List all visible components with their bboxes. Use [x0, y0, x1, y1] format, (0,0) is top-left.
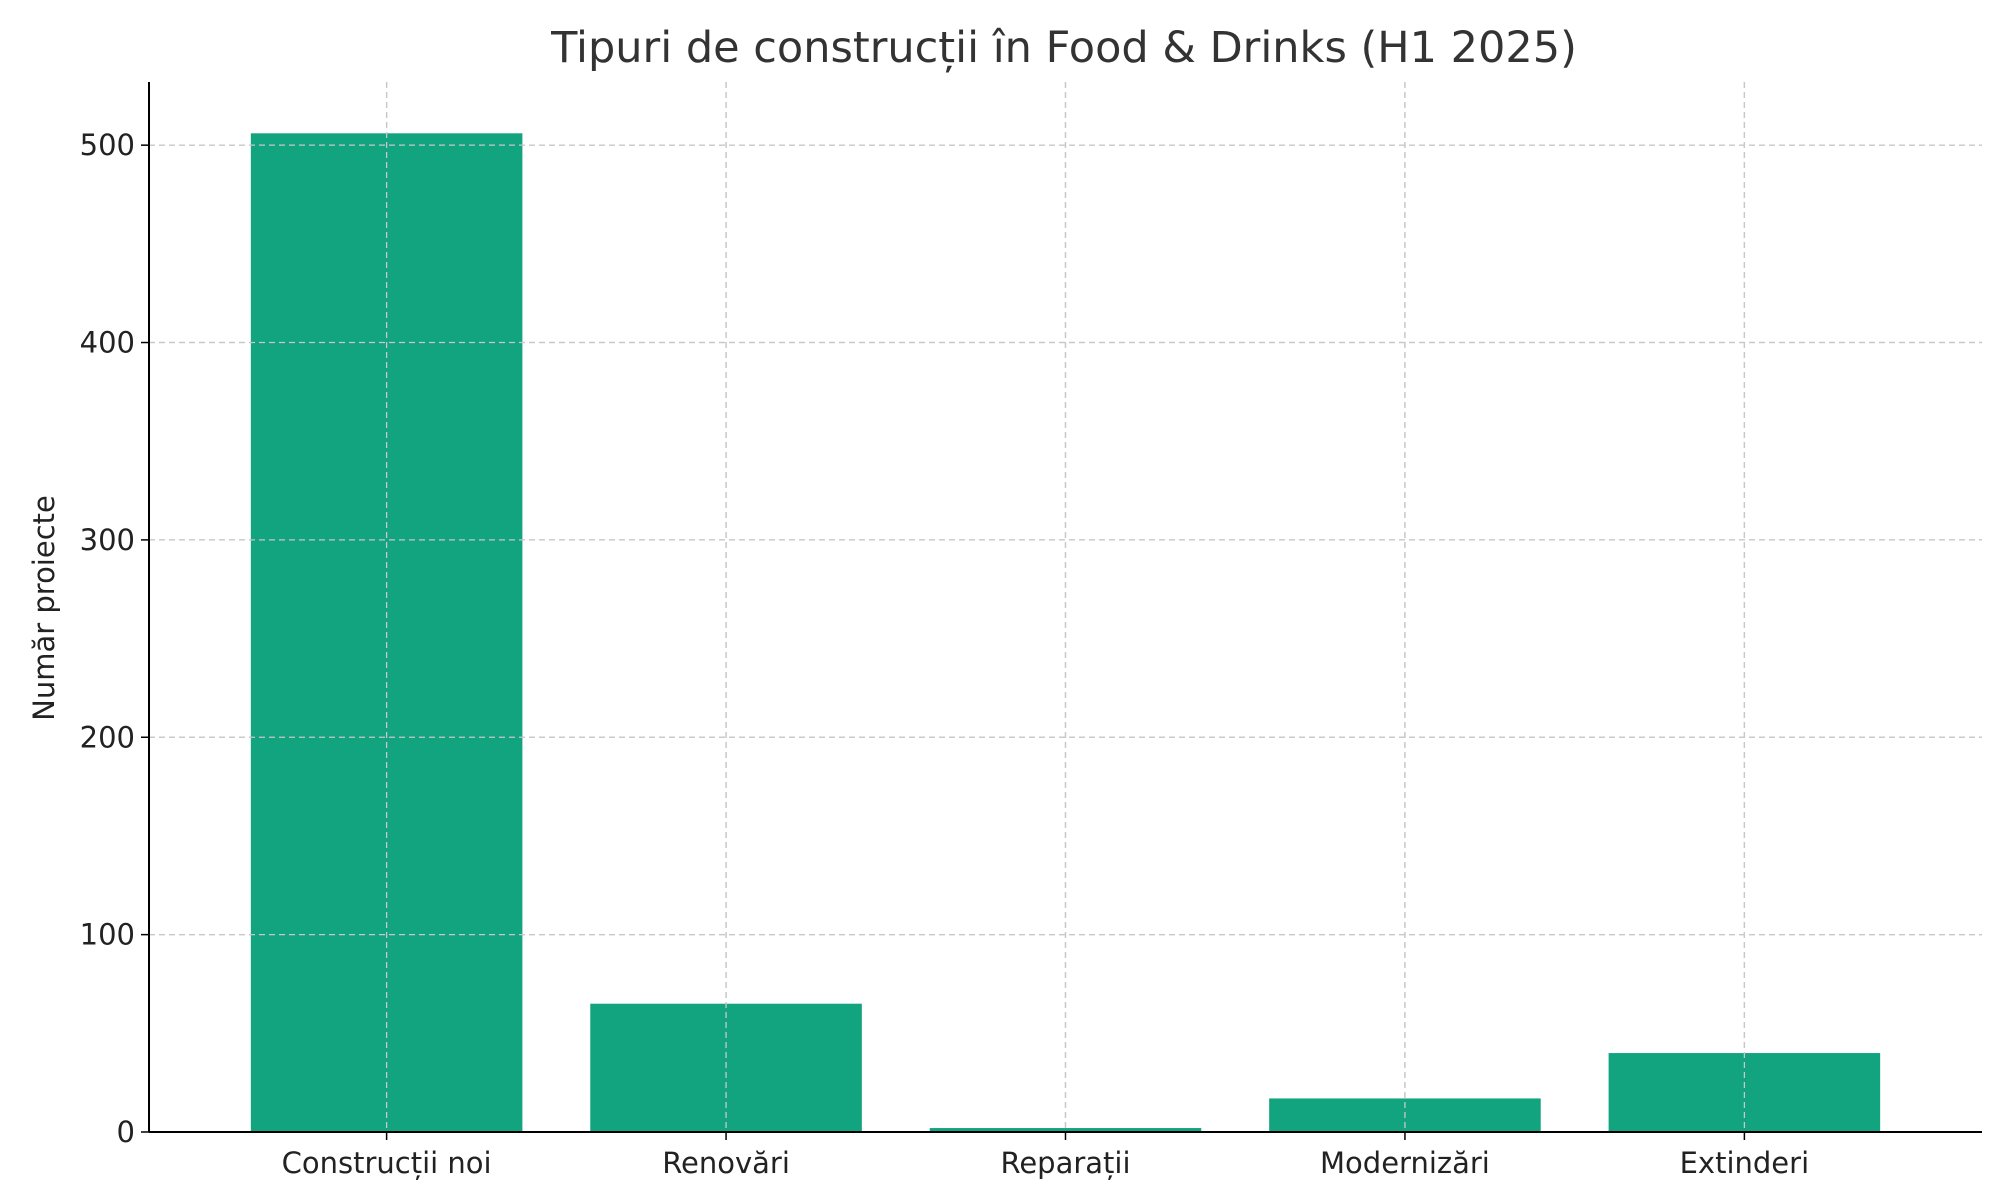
x-tick-label: Modernizări	[1320, 1146, 1490, 1180]
chart-title: Tipuri de construcții în Food & Drinks (…	[550, 23, 1577, 73]
x-ticks: Construcții noi Renovări Reparații Moderniz…	[282, 1132, 1810, 1180]
y-tick-label: 400	[80, 326, 135, 360]
x-tick-label: Reparații	[1000, 1146, 1130, 1180]
x-tick-label: Construcții noi	[282, 1146, 492, 1180]
y-tick-label: 500	[80, 128, 135, 162]
x-tick-label: Renovări	[662, 1146, 790, 1180]
x-tick-label: Extinderi	[1680, 1146, 1810, 1180]
y-tick-label: 100	[80, 918, 135, 952]
y-tick-label: 0	[117, 1115, 135, 1149]
bars	[149, 82, 1982, 1132]
y-axis-label: Număr proiecte	[27, 495, 61, 721]
bar	[929, 1128, 1202, 1132]
y-tick-label: 200	[80, 720, 135, 754]
y-tick-label: 300	[80, 523, 135, 557]
y-ticks: 0 100 200 300 400 500	[80, 128, 149, 1149]
